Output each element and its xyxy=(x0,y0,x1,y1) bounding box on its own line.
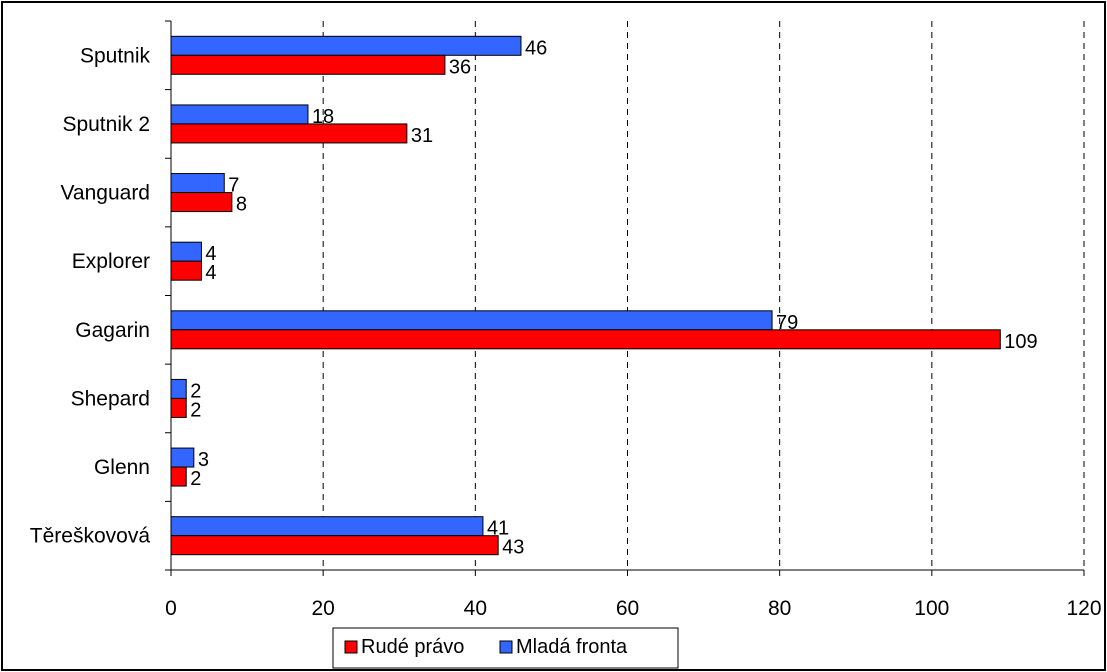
data-label-mlada-fronta-4: 79 xyxy=(776,312,798,334)
legend-label-rude-pravo: Rudé právo xyxy=(361,636,464,658)
x-tick-label-80: 80 xyxy=(768,597,791,620)
category-label-0: Sputnik xyxy=(80,44,151,67)
bar-rude-pravo-6 xyxy=(170,466,187,487)
x-tick-label-0: 0 xyxy=(165,597,177,620)
x-tick-label-40: 40 xyxy=(464,597,487,620)
x-tick-label-100: 100 xyxy=(914,597,949,620)
bar-rude-pravo-2 xyxy=(170,192,233,213)
category-label-3: Explorer xyxy=(72,250,150,273)
data-label-rude-pravo-5: 2 xyxy=(190,399,201,421)
category-label-6: Glenn xyxy=(94,456,150,479)
data-label-mlada-fronta-5: 2 xyxy=(190,380,201,402)
data-label-rude-pravo-3: 4 xyxy=(205,262,216,284)
legend-swatch-mlada-fronta xyxy=(499,640,513,654)
category-label-2: Vanguard xyxy=(60,182,150,205)
bar-rude-pravo-1 xyxy=(170,123,408,144)
category-label-1: Sputnik 2 xyxy=(62,113,150,136)
data-label-rude-pravo-1: 31 xyxy=(411,125,433,147)
data-label-rude-pravo-4: 109 xyxy=(1004,331,1037,353)
bar-rude-pravo-7 xyxy=(170,535,499,556)
data-label-mlada-fronta-6: 3 xyxy=(198,449,209,471)
bar-rude-pravo-3 xyxy=(170,260,202,281)
bar-mlada-fronta-1 xyxy=(170,104,309,125)
data-label-mlada-fronta-2: 7 xyxy=(228,175,239,197)
x-tick-label-60: 60 xyxy=(616,597,639,620)
bar-mlada-fronta-4 xyxy=(170,310,773,331)
data-label-rude-pravo-2: 8 xyxy=(236,194,247,216)
bar-rude-pravo-0 xyxy=(170,54,446,75)
bar-mlada-fronta-5 xyxy=(170,378,187,399)
data-label-mlada-fronta-3: 4 xyxy=(205,243,216,265)
bar-mlada-fronta-2 xyxy=(170,173,225,194)
bar-mlada-fronta-0 xyxy=(170,35,522,56)
data-label-mlada-fronta-1: 18 xyxy=(312,106,334,128)
data-label-rude-pravo-7: 43 xyxy=(502,537,524,559)
x-tick-label-20: 20 xyxy=(311,597,334,620)
legend: Rudé právo Mladá fronta xyxy=(332,627,679,669)
category-label-7: Těreškovová xyxy=(30,525,151,548)
data-label-mlada-fronta-0: 46 xyxy=(525,37,547,59)
bar-mlada-fronta-7 xyxy=(170,516,484,537)
plot-area: 0 20 40 60 80 100 120 Sputnik Sputnik 2 Vanguard E… xyxy=(30,20,1102,620)
data-label-rude-pravo-0: 36 xyxy=(449,56,471,78)
category-label-5: Shepard xyxy=(71,387,150,410)
bar-rude-pravo-4 xyxy=(170,329,1001,350)
bar-rude-pravo-5 xyxy=(170,397,187,418)
bar-mlada-fronta-6 xyxy=(170,447,195,468)
data-label-rude-pravo-6: 2 xyxy=(190,468,201,490)
category-label-4: Gagarin xyxy=(75,319,150,342)
data-label-mlada-fronta-7: 41 xyxy=(487,518,509,540)
bar-mlada-fronta-3 xyxy=(170,241,202,262)
legend-label-mlada-fronta: Mladá fronta xyxy=(516,636,628,658)
legend-swatch-rude-pravo xyxy=(344,640,358,654)
x-tick-label-120: 120 xyxy=(1066,597,1101,620)
